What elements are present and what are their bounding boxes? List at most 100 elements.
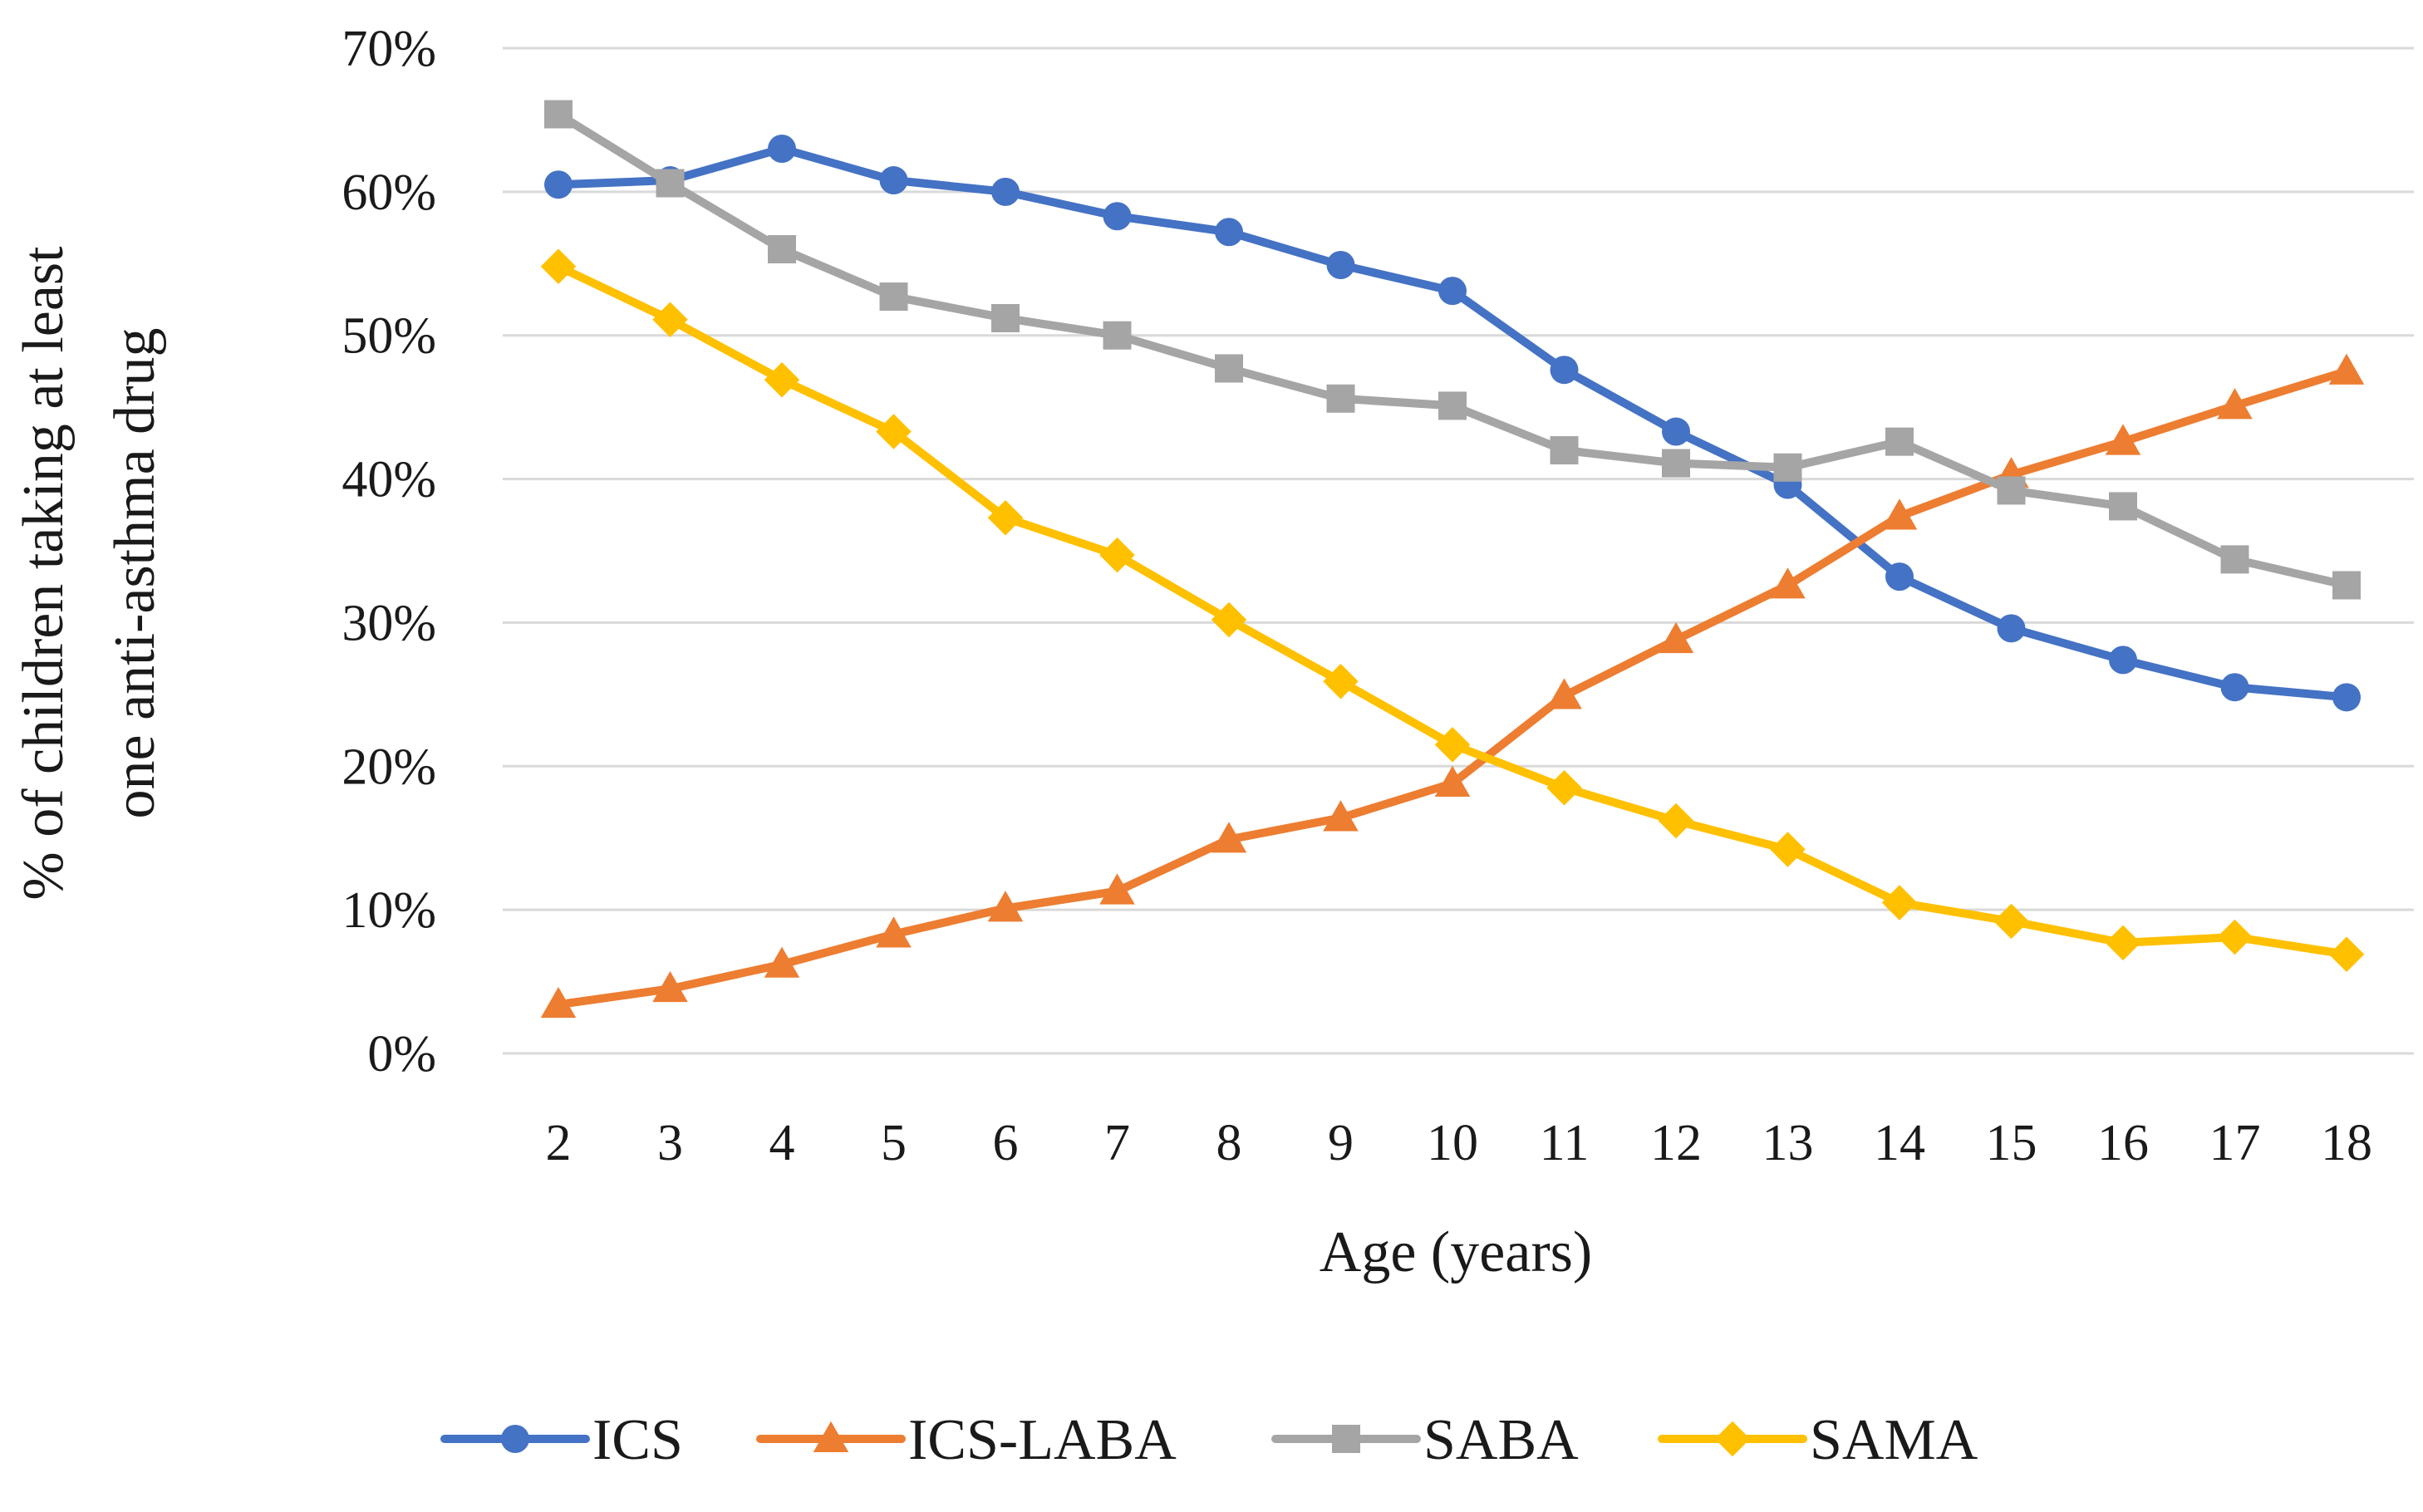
legend-marker-ics-laba xyxy=(813,1421,849,1452)
data-point-ics xyxy=(1438,277,1467,306)
y-axis-title-line: % of children taking at least xyxy=(12,246,76,901)
data-point-saba xyxy=(1885,427,1914,456)
data-point-sama xyxy=(1993,903,2029,940)
data-point-sama xyxy=(987,499,1024,536)
data-point-ics xyxy=(2332,683,2361,712)
data-point-saba xyxy=(2332,571,2361,600)
data-point-sama xyxy=(1434,727,1471,763)
x-tick-label: 16 xyxy=(2097,1115,2149,1171)
data-point-ics-laba xyxy=(1658,621,1694,654)
legend: ICS ICS-LABA SABA SAMA xyxy=(440,1408,1978,1472)
series-line-ics xyxy=(554,145,2351,702)
data-point-ics xyxy=(1550,356,1579,385)
data-point-ics-laba xyxy=(2105,424,2141,455)
series-sama xyxy=(540,248,2365,972)
gridlines xyxy=(503,47,2414,1055)
series-ics xyxy=(544,135,2361,712)
data-point-ics-laba xyxy=(1099,873,1135,905)
data-point-sama xyxy=(1658,803,1694,839)
data-point-ics-laba xyxy=(540,986,577,1019)
data-point-sama xyxy=(2328,936,2365,972)
x-tick-label: 18 xyxy=(2321,1115,2372,1171)
x-tick-label: 2 xyxy=(546,1115,572,1171)
data-point-ics-laba xyxy=(987,891,1024,922)
legend-marker-saba xyxy=(1332,1425,1360,1453)
y-axis-ticks: 0% 10% 20% 30% 40% 50% 60% 70% xyxy=(342,21,436,1082)
data-point-ics-laba xyxy=(1546,678,1582,709)
data-point-saba xyxy=(1550,436,1579,464)
y-tick-label: 10% xyxy=(342,882,436,939)
data-point-ics-laba xyxy=(2328,353,2365,385)
x-tick-label: 9 xyxy=(1328,1115,1354,1171)
data-point-sama xyxy=(1770,832,1806,867)
data-point-saba xyxy=(2109,492,2137,521)
data-point-ics xyxy=(1326,251,1355,280)
data-point-sama xyxy=(876,414,912,449)
data-point-sama xyxy=(652,302,688,337)
data-point-sama xyxy=(1099,537,1135,573)
data-point-ics-laba xyxy=(764,946,800,978)
data-point-ics xyxy=(879,166,908,195)
data-point-ics xyxy=(1885,562,1914,592)
data-point-ics xyxy=(1103,202,1132,231)
data-point-saba xyxy=(1103,321,1132,350)
data-point-ics xyxy=(544,170,573,199)
x-tick-label: 10 xyxy=(1427,1115,1478,1171)
data-point-ics-laba xyxy=(1434,765,1471,797)
data-point-ics-laba xyxy=(1323,800,1359,832)
data-point-ics-laba xyxy=(1211,822,1247,853)
x-tick-label: 13 xyxy=(1762,1115,1814,1171)
x-axis-ticks: 2 3 4 5 6 7 8 9 10 11 12 13 14 15 16 17 18 xyxy=(546,1115,2373,1171)
data-point-ics xyxy=(2109,646,2137,675)
x-tick-label: 3 xyxy=(657,1115,683,1171)
y-axis-title-line: one anti-asthma drug xyxy=(103,328,167,819)
y-axis-title-group: % of children taking at least one anti-as… xyxy=(12,246,167,901)
legend-label-ics: ICS xyxy=(592,1408,683,1472)
y-tick-label: 70% xyxy=(342,21,436,77)
data-point-saba xyxy=(544,100,573,129)
legend-label-saba: SABA xyxy=(1423,1408,1579,1472)
legend-marker-ics xyxy=(501,1425,529,1453)
series-saba xyxy=(544,100,2361,600)
data-point-sama xyxy=(1881,885,1918,920)
y-tick-label: 0% xyxy=(367,1026,436,1082)
legend-marker-sama xyxy=(1714,1421,1751,1457)
data-point-saba xyxy=(879,282,908,312)
data-point-saba xyxy=(1215,354,1243,383)
legend-item-saba: SABA xyxy=(1271,1408,1579,1472)
legend-label-ics-laba: ICS-LABA xyxy=(908,1408,1177,1472)
x-tick-label: 8 xyxy=(1216,1115,1242,1171)
x-tick-label: 12 xyxy=(1650,1115,1702,1171)
data-point-ics-laba xyxy=(1881,498,1918,530)
data-point-saba xyxy=(1773,453,1802,482)
data-point-saba xyxy=(656,169,685,198)
x-tick-label: 5 xyxy=(881,1115,907,1171)
data-point-ics xyxy=(1215,218,1243,247)
data-point-ics xyxy=(1997,614,2026,643)
data-point-ics xyxy=(768,135,796,163)
data-point-ics-laba xyxy=(652,970,688,1003)
x-tick-label: 17 xyxy=(2209,1115,2261,1171)
data-point-ics-laba xyxy=(1770,567,1806,599)
y-tick-label: 40% xyxy=(342,452,436,508)
y-axis-title: % of children taking at least one anti-as… xyxy=(12,246,167,901)
data-point-saba xyxy=(1662,449,1690,478)
data-point-sama xyxy=(764,362,800,398)
x-tick-label: 15 xyxy=(1986,1115,2037,1171)
x-tick-label: 6 xyxy=(993,1115,1019,1171)
x-tick-label: 11 xyxy=(1540,1115,1590,1171)
data-point-ics xyxy=(991,177,1020,206)
data-point-saba xyxy=(991,303,1020,332)
y-tick-label: 20% xyxy=(342,739,436,795)
x-tick-label: 14 xyxy=(1874,1115,1925,1171)
data-point-sama xyxy=(2105,925,2141,961)
data-point-ics-laba xyxy=(2217,388,2253,420)
data-point-sama xyxy=(1546,769,1582,806)
data-point-sama xyxy=(1211,601,1247,638)
y-tick-label: 60% xyxy=(342,164,436,221)
data-point-saba xyxy=(1997,476,2026,505)
data-point-saba xyxy=(768,235,796,263)
legend-item-ics: ICS xyxy=(440,1408,683,1472)
